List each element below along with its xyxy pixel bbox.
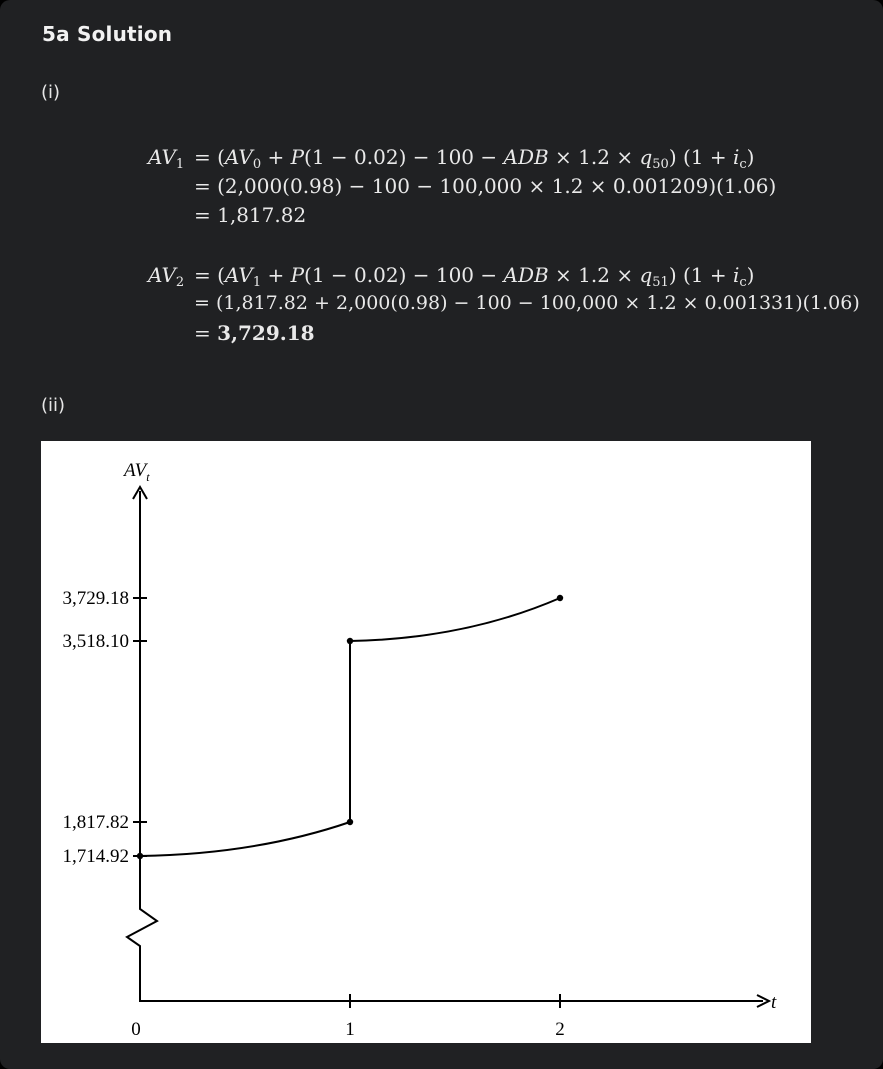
part-i-label: (i) — [41, 82, 61, 103]
y-axis-label: AVt — [122, 460, 150, 484]
x-tick-label: 1 — [345, 1019, 355, 1040]
av1-lhs: AV1 — [148, 145, 185, 172]
av1-line1: = (AV0 + P(1 − 0.02) − 100 − ADB × 1.2 ×… — [194, 145, 755, 172]
av2-result-value: 3,729.18 — [217, 321, 315, 345]
solution-heading: 5a Solution — [42, 22, 173, 46]
data-point — [556, 594, 564, 602]
y-ticks: 3,729.18 3,518.10 1,817.82 1,714.92 — [63, 588, 147, 867]
y-tick-label: 3,729.18 — [63, 588, 130, 609]
av2-line3: = 3,729.18 — [194, 321, 315, 345]
y-tick-label: 1,817.82 — [63, 812, 130, 833]
x-axis-arrow — [756, 994, 772, 1008]
curve-segment — [139, 821, 351, 857]
account-value-chart: AVt t 3,729.18 3,518.10 1,817.82 1,714.92 0… — [63, 460, 778, 1040]
data-point — [136, 852, 144, 860]
data-point — [346, 637, 354, 645]
av1-line2: = (2,000(0.98) − 100 − 100,000 × 1.2 × 0… — [194, 174, 777, 198]
part-ii-label: (ii) — [41, 395, 66, 416]
x-ticks: 0 1 2 — [131, 994, 565, 1040]
account-value-curve — [136, 594, 564, 860]
account-value-figure: AVt t 3,729.18 3,518.10 1,817.82 1,714.92 0… — [41, 441, 811, 1043]
data-point — [346, 818, 354, 826]
av2-line2: = (1,817.82 + 2,000(0.98) − 100 − 100,00… — [194, 292, 860, 314]
av1-line3: = 1,817.82 — [194, 203, 307, 227]
y-axis-arrow — [132, 485, 148, 500]
x-tick-label: 2 — [555, 1019, 565, 1040]
y-axis-lower — [125, 901, 159, 1001]
curve-segment — [349, 597, 561, 642]
x-tick-label: 0 — [131, 1019, 141, 1040]
av2-line1: = (AV1 + P(1 − 0.02) − 100 − ADB × 1.2 ×… — [194, 263, 755, 290]
x-axis-label: t — [771, 992, 777, 1013]
av2-lhs: AV2 — [148, 263, 185, 290]
y-tick-label: 1,714.92 — [63, 846, 130, 867]
y-tick-label: 3,518.10 — [63, 631, 130, 652]
